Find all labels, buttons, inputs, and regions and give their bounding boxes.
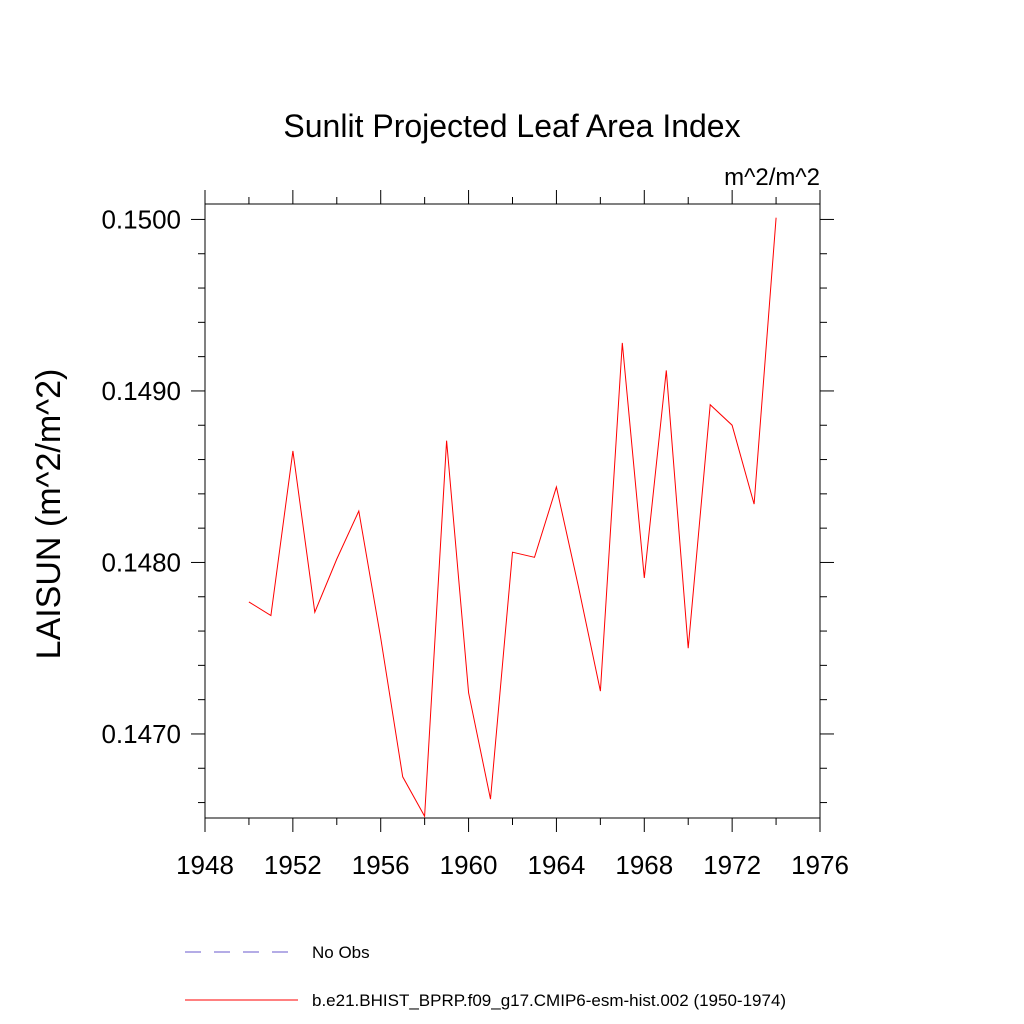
- x-tick-label: 1956: [352, 850, 410, 880]
- legend: No Obs b.e21.BHIST_BPRP.f09_g17.CMIP6-esm…: [185, 943, 786, 1010]
- legend-label: No Obs: [312, 943, 370, 962]
- chart-title: Sunlit Projected Leaf Area Index: [283, 108, 740, 144]
- x-tick-label: 1952: [264, 850, 322, 880]
- x-tick-label: 1976: [791, 850, 849, 880]
- units-label: m^2/m^2: [724, 164, 820, 191]
- series-line: [248, 217, 777, 819]
- y-tick-label: 0.1490: [101, 376, 181, 406]
- x-tick-label: 1964: [528, 850, 586, 880]
- plot-frame: [204, 203, 821, 819]
- x-tick-label: 1968: [615, 850, 673, 880]
- y-tick-label: 0.1480: [101, 547, 181, 577]
- plot-area: 1948 1952 1956 1960 1964 1968 1972 1976 0.1470 0.…: [101, 190, 849, 880]
- x-tick-label: 1972: [703, 850, 761, 880]
- x-tick-label: 1960: [440, 850, 498, 880]
- x-tick-label: 1948: [176, 850, 234, 880]
- legend-label: b.e21.BHIST_BPRP.f09_g17.CMIP6-esm-hist.…: [312, 991, 786, 1010]
- y-axis-label: LAISUN (m^2/m^2): [30, 369, 68, 660]
- y-tick-label: 0.1470: [101, 719, 181, 749]
- y-tick-label: 0.1500: [101, 204, 181, 234]
